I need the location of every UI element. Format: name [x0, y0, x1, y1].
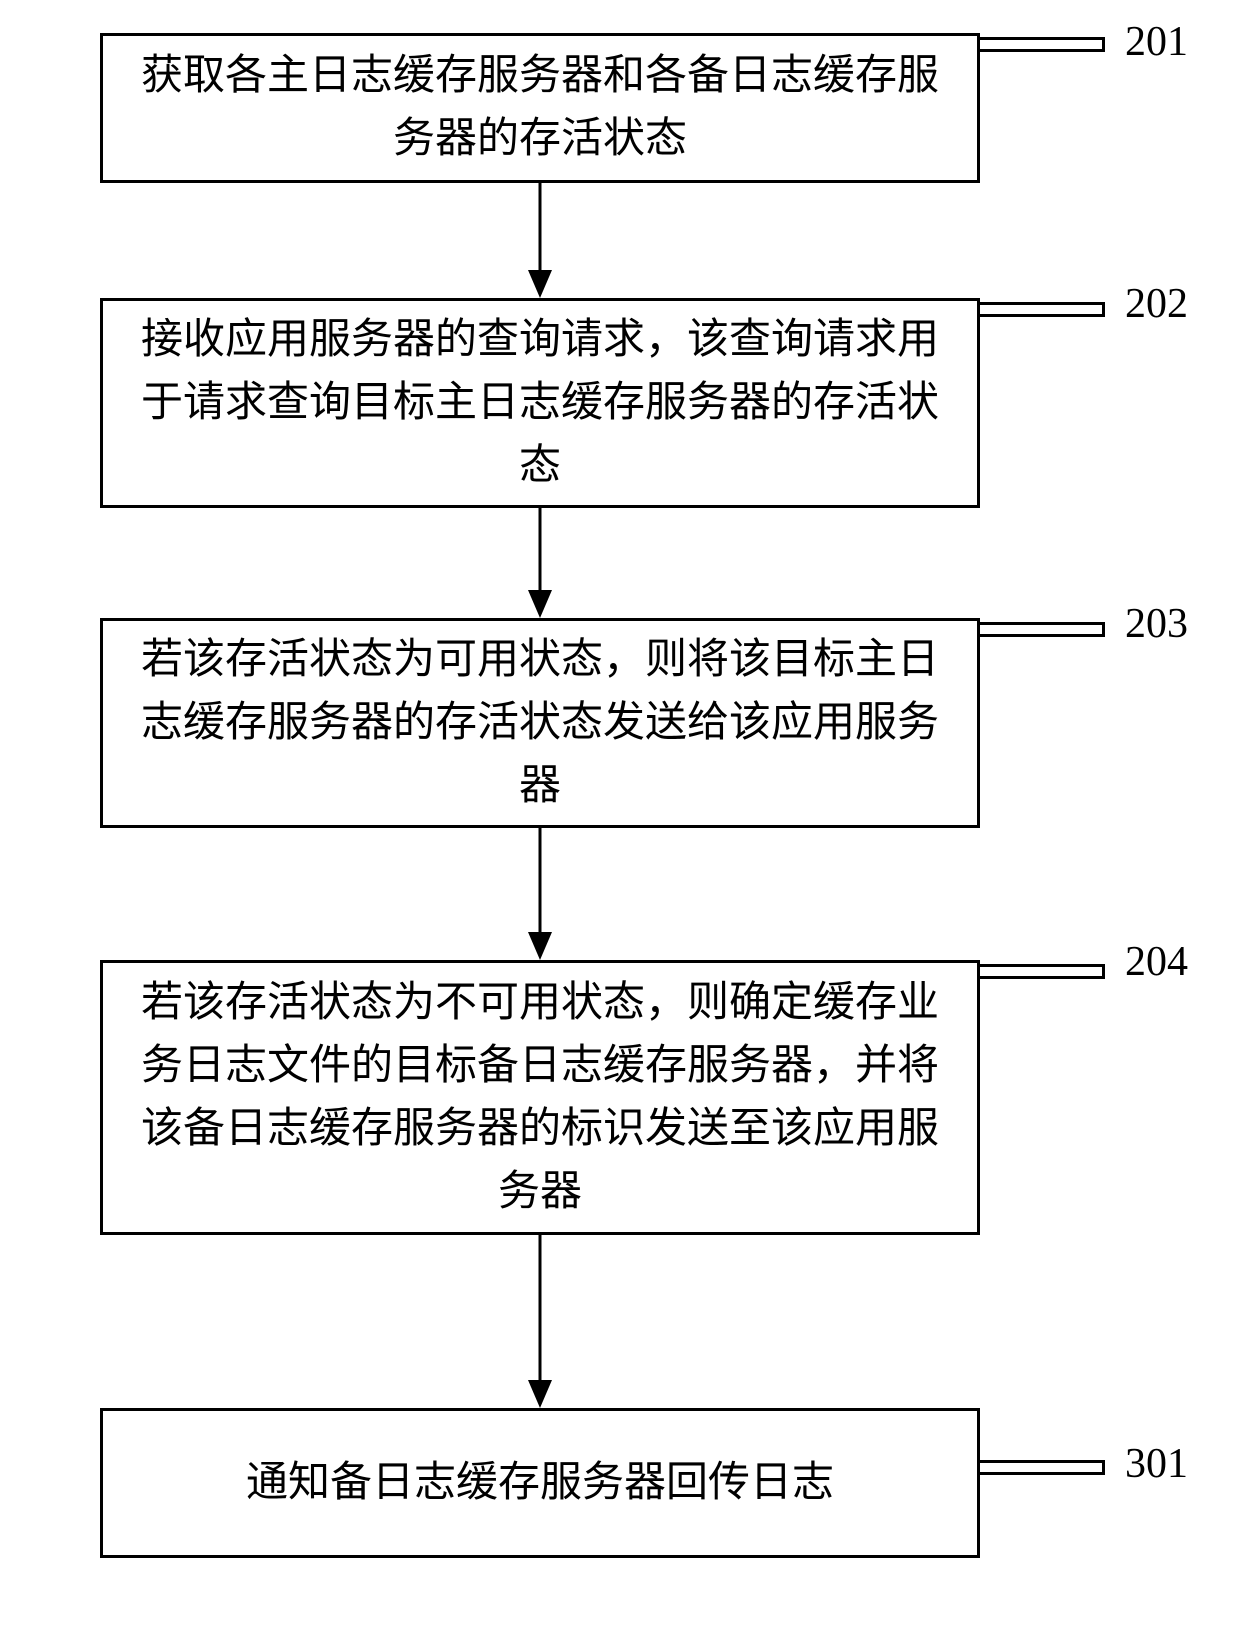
step-label-204: 204: [1125, 938, 1188, 986]
leader-line-301: [980, 1460, 1105, 1475]
step-label-202: 202: [1125, 280, 1188, 328]
arrow-202-203: [524, 508, 556, 618]
flow-box-203: 若该存活状态为可用状态，则将该目标主日志缓存服务器的存活状态发送给该应用服务器: [100, 618, 980, 828]
flow-box-text: 通知备日志缓存服务器回传日志: [246, 1452, 834, 1515]
flow-box-204: 若该存活状态为不可用状态，则确定缓存业务日志文件的目标备日志缓存服务器，并将该备…: [100, 960, 980, 1235]
flow-box-text: 获取各主日志缓存服务器和各备日志缓存服务器的存活状态: [123, 45, 957, 171]
flow-box-202: 接收应用服务器的查询请求，该查询请求用于请求查询目标主日志缓存服务器的存活状态: [100, 298, 980, 508]
flow-box-text: 接收应用服务器的查询请求，该查询请求用于请求查询目标主日志缓存服务器的存活状态: [123, 309, 957, 498]
arrow-201-202: [524, 183, 556, 298]
arrow-204-301: [524, 1235, 556, 1408]
step-label-201: 201: [1125, 18, 1188, 66]
flow-box-text: 若该存活状态为不可用状态，则确定缓存业务日志文件的目标备日志缓存服务器，并将该备…: [123, 972, 957, 1224]
flow-box-text: 若该存活状态为可用状态，则将该目标主日志缓存服务器的存活状态发送给该应用服务器: [123, 629, 957, 818]
leader-line-201: [980, 37, 1105, 52]
flowchart-canvas: 获取各主日志缓存服务器和各备日志缓存服务器的存活状态接收应用服务器的查询请求，该…: [0, 0, 1240, 1639]
flow-box-301: 通知备日志缓存服务器回传日志: [100, 1408, 980, 1558]
flow-box-201: 获取各主日志缓存服务器和各备日志缓存服务器的存活状态: [100, 33, 980, 183]
step-label-203: 203: [1125, 600, 1188, 648]
leader-line-202: [980, 302, 1105, 317]
arrow-203-204: [524, 828, 556, 960]
leader-line-204: [980, 964, 1105, 979]
step-label-301: 301: [1125, 1440, 1188, 1488]
leader-line-203: [980, 622, 1105, 637]
